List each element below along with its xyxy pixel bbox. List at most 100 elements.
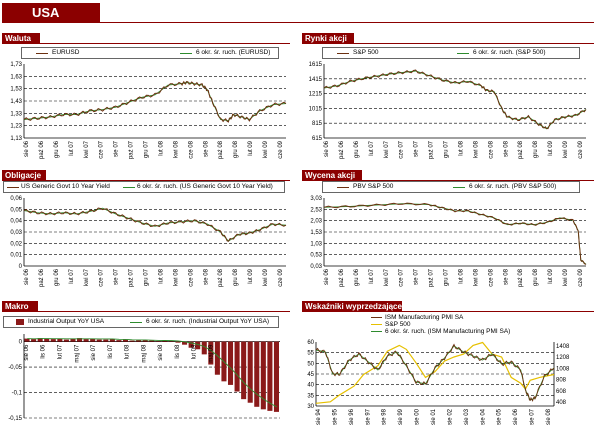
y-tick-label: -0,1 (12, 391, 23, 397)
y-tick-label: 30 (307, 404, 314, 410)
x-tick-label: sie 08 (546, 408, 552, 425)
x-tick-label: sie 07 (530, 408, 536, 425)
y-tick-label: 0,53 (310, 253, 322, 259)
legend-entry: S&P 500 (353, 49, 379, 56)
x-tick-label: lis 07 (108, 344, 114, 359)
y-tick-label: 55 (307, 351, 314, 357)
y-tick-label: 1215 (309, 92, 323, 98)
x-tick-label: paź 07 (129, 268, 135, 287)
bar (129, 340, 135, 342)
chart-leading-indicators: 60 55 50 45 40 35 30 1408 1208 1008 808 608 408 sie 9… (307, 340, 570, 425)
legend-entry: US Generic Govt 10 Year Yield (21, 183, 110, 190)
x-tick-label: cze 08 (488, 140, 494, 158)
y-tick-label: 0,03 (310, 264, 322, 270)
panel-rule (354, 43, 594, 44)
legend-entry: 6 okr. śr. ruch. (EURUSD) (196, 49, 271, 56)
bar (77, 338, 83, 342)
y-tick-label: 1,23 (10, 124, 22, 130)
bar (201, 341, 207, 355)
x-tick-label: kwi 08 (173, 140, 179, 158)
bar (155, 341, 161, 342)
bar (136, 340, 142, 342)
x-tick-label: kwi 08 (173, 268, 179, 286)
legend-swatch (180, 53, 192, 54)
y-tick-label: 1615 (309, 62, 323, 68)
x-tick-label: kwi 09 (563, 140, 569, 158)
chart-industrial-output: 0 -0,05 -0,1 -0,15 sie 06 lis 06 lut 07 maj 07 s… (8, 334, 280, 422)
y-tick-label: 1,33 (10, 111, 22, 117)
y-tick-label: 45 (307, 372, 314, 378)
legend-makro: Industrial Output YoY USA 6 okr. śr. ruc… (3, 316, 279, 328)
y-tick-label: 60 (307, 340, 314, 346)
bar (227, 341, 234, 385)
panel-title-waluta: Waluta (2, 33, 40, 44)
y2-tick-label: 408 (556, 400, 567, 406)
panel-rule (38, 311, 290, 312)
bar (142, 340, 148, 342)
legend-swatch (337, 187, 349, 188)
bar (241, 341, 247, 400)
y2-tick-label: 1008 (556, 366, 570, 372)
x-tick-label: gru 06 (354, 268, 360, 286)
x-tick-label: lut 07 (69, 268, 75, 283)
bar (96, 339, 102, 342)
y-tick-label: 615 (312, 136, 323, 142)
x-tick-label: cze 09 (278, 268, 284, 286)
x-tick-label: kwi 08 (473, 140, 479, 158)
panel-title-rynki: Rynki akcji (302, 33, 354, 44)
x-tick-label: paź 06 (339, 140, 345, 159)
y2-tick-label: 808 (556, 378, 567, 384)
x-tick-label: kwi 07 (84, 140, 90, 158)
x-tick-label: lut 09 (548, 140, 554, 155)
x-tick-label: gru 07 (444, 140, 450, 158)
series-line (23, 207, 287, 242)
x-tick-label: gru 07 (444, 268, 450, 286)
legend-swatch (123, 187, 135, 188)
bar (168, 341, 174, 342)
x-tick-label: sie 02 (447, 408, 453, 425)
x-tick-label: lis 06 (41, 344, 47, 359)
bar (90, 338, 96, 342)
x-tick-label: paź 07 (429, 268, 435, 287)
bar (31, 339, 37, 342)
x-tick-label: lut 07 (58, 344, 64, 359)
x-tick-label: kwi 07 (384, 140, 390, 158)
legend-entry: 6 okr. śr. ruch. (S&P 500) (473, 49, 546, 56)
x-tick-label: kwi 08 (473, 268, 479, 286)
x-tick-label: cze 07 (99, 268, 105, 286)
y-tick-label: -0,05 (8, 365, 22, 371)
bar (254, 341, 260, 407)
x-tick-label: kwi 07 (384, 268, 390, 286)
y-tick-label: 0,05 (10, 207, 22, 213)
x-tick-label: sie 08 (203, 140, 209, 157)
x-tick-label: kwi 09 (263, 140, 269, 158)
bar (70, 338, 76, 342)
x-tick-label: kwi 07 (84, 268, 90, 286)
x-tick-label: lut 08 (125, 344, 131, 359)
series-line-ma (323, 203, 587, 265)
y2-tick-label: 608 (556, 389, 567, 395)
x-tick-label: sie 00 (415, 408, 421, 425)
bar (273, 341, 279, 412)
x-tick-label: gru 07 (144, 140, 150, 158)
title-rule (100, 22, 594, 23)
x-tick-label: cze 09 (278, 140, 284, 158)
x-tick-label: paź 08 (518, 140, 524, 159)
y-tick-label: 1,63 (10, 74, 22, 80)
bar (44, 338, 50, 342)
legend-swatch (371, 317, 382, 318)
x-tick-label: gru 06 (54, 268, 60, 286)
legend-waluta: EURUSD 6 okr. śr. ruch. (EURUSD) (21, 47, 279, 59)
bar (234, 341, 240, 392)
x-tick-label: paź 06 (339, 268, 345, 287)
y-tick-label: 0,02 (10, 241, 22, 247)
bar (24, 338, 30, 342)
legend-wycena: PBV S&P 500 6 okr. śr. ruch. (PBV S&P 50… (322, 181, 580, 193)
legend-swatch (371, 331, 382, 332)
series-line-ma (27, 338, 277, 408)
panel-rule (402, 311, 594, 312)
legend-swatch (453, 187, 465, 188)
x-tick-label: sie 08 (158, 344, 164, 361)
bar (195, 341, 201, 350)
